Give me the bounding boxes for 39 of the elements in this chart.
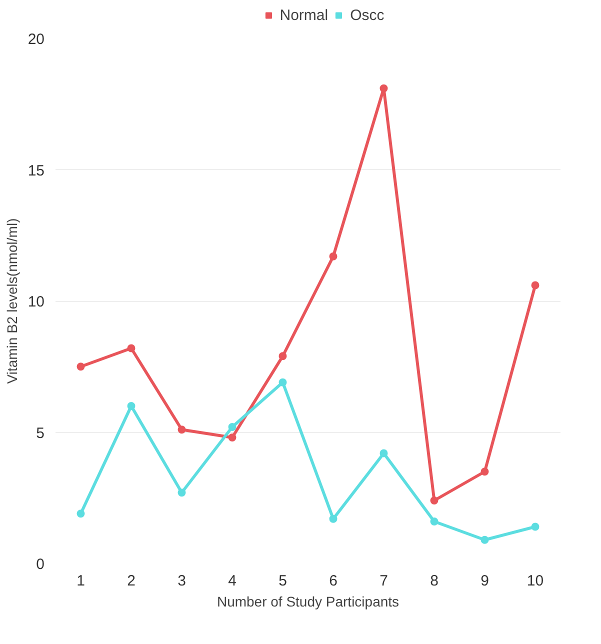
point [480,536,489,544]
y-axis-title: Vitamin B2 levels(nmol/ml) [4,218,20,384]
x-tick-label: 4 [228,572,236,590]
legend-label: Normal [280,6,328,24]
x-tick-label: 3 [178,572,186,590]
point [380,84,388,92]
legend-label: Oscc [350,6,384,24]
y-tick-label: 0 [36,556,44,573]
point [531,281,540,290]
point [278,352,287,360]
x-tick-label: 6 [329,572,338,590]
x-tick-label: 1 [76,572,85,590]
point [76,510,85,518]
point [178,426,186,434]
point [380,449,388,458]
x-tick-label: 10 [526,572,544,590]
x-tick-label: 5 [278,572,287,590]
y-tick-label: 15 [28,162,45,180]
point [531,522,540,531]
point [480,468,489,476]
point [329,252,338,260]
point [178,488,186,497]
y-tick-label: 10 [28,294,45,310]
point [329,514,338,523]
point [430,518,438,526]
point [278,378,287,386]
y-tick-label: 5 [36,424,44,442]
point [228,423,236,431]
x-tick-label: 8 [430,572,438,590]
x-tick-label: 9 [480,572,489,590]
point [127,344,136,352]
point [127,402,136,410]
x-tick-label: 7 [380,572,388,590]
x-tick-label: 2 [127,572,136,590]
point [228,434,236,442]
y-tick-label: 20 [28,31,45,48]
x-axis-title: Number of Study Participants [216,594,400,610]
point [430,496,438,504]
point [76,362,85,371]
